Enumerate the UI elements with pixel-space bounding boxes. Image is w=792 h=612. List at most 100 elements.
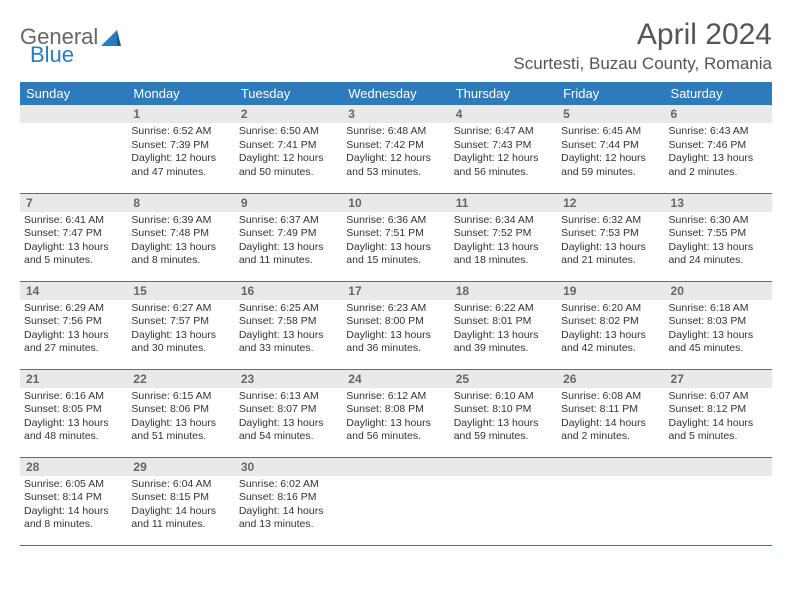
sunset-text: Sunset: 8:08 PM — [346, 403, 445, 417]
sunset-text: Sunset: 7:51 PM — [346, 227, 445, 241]
sunset-text: Sunset: 7:41 PM — [239, 139, 338, 153]
day-details: Sunrise: 6:45 AMSunset: 7:44 PMDaylight:… — [557, 123, 664, 184]
sunset-text: Sunset: 8:15 PM — [131, 491, 230, 505]
daylight-text: Daylight: 14 hours and 8 minutes. — [24, 505, 123, 532]
weekday-header-row: Sunday Monday Tuesday Wednesday Thursday… — [20, 82, 772, 105]
calendar-day-cell: 3Sunrise: 6:48 AMSunset: 7:42 PMDaylight… — [342, 105, 449, 193]
sunset-text: Sunset: 8:11 PM — [561, 403, 660, 417]
day-number: 21 — [20, 370, 127, 388]
day-number: 15 — [127, 282, 234, 300]
daylight-text: Daylight: 13 hours and 54 minutes. — [239, 417, 338, 444]
sunset-text: Sunset: 7:48 PM — [131, 227, 230, 241]
day-number: 30 — [235, 458, 342, 476]
calendar-day-cell: 17Sunrise: 6:23 AMSunset: 8:00 PMDayligh… — [342, 281, 449, 369]
calendar-day-cell: 12Sunrise: 6:32 AMSunset: 7:53 PMDayligh… — [557, 193, 664, 281]
sunset-text: Sunset: 8:10 PM — [454, 403, 553, 417]
day-details: Sunrise: 6:32 AMSunset: 7:53 PMDaylight:… — [557, 212, 664, 273]
day-number — [20, 105, 127, 123]
calendar-day-cell: 22Sunrise: 6:15 AMSunset: 8:06 PMDayligh… — [127, 369, 234, 457]
weekday-header: Saturday — [665, 82, 772, 105]
calendar-day-cell — [450, 457, 557, 545]
calendar-day-cell: 13Sunrise: 6:30 AMSunset: 7:55 PMDayligh… — [665, 193, 772, 281]
sunset-text: Sunset: 7:49 PM — [239, 227, 338, 241]
calendar-day-cell: 19Sunrise: 6:20 AMSunset: 8:02 PMDayligh… — [557, 281, 664, 369]
day-details: Sunrise: 6:02 AMSunset: 8:16 PMDaylight:… — [235, 476, 342, 537]
calendar-day-cell: 24Sunrise: 6:12 AMSunset: 8:08 PMDayligh… — [342, 369, 449, 457]
sunset-text: Sunset: 8:06 PM — [131, 403, 230, 417]
day-number: 24 — [342, 370, 449, 388]
day-number: 14 — [20, 282, 127, 300]
day-details: Sunrise: 6:23 AMSunset: 8:00 PMDaylight:… — [342, 300, 449, 361]
day-details: Sunrise: 6:48 AMSunset: 7:42 PMDaylight:… — [342, 123, 449, 184]
day-details: Sunrise: 6:47 AMSunset: 7:43 PMDaylight:… — [450, 123, 557, 184]
day-details: Sunrise: 6:22 AMSunset: 8:01 PMDaylight:… — [450, 300, 557, 361]
day-number: 26 — [557, 370, 664, 388]
day-details: Sunrise: 6:41 AMSunset: 7:47 PMDaylight:… — [20, 212, 127, 273]
day-details: Sunrise: 6:52 AMSunset: 7:39 PMDaylight:… — [127, 123, 234, 184]
weekday-header: Sunday — [20, 82, 127, 105]
day-details: Sunrise: 6:20 AMSunset: 8:02 PMDaylight:… — [557, 300, 664, 361]
sunset-text: Sunset: 7:39 PM — [131, 139, 230, 153]
daylight-text: Daylight: 13 hours and 30 minutes. — [131, 329, 230, 356]
brand-part2: Blue — [30, 42, 74, 68]
day-details: Sunrise: 6:43 AMSunset: 7:46 PMDaylight:… — [665, 123, 772, 184]
daylight-text: Daylight: 13 hours and 18 minutes. — [454, 241, 553, 268]
day-details: Sunrise: 6:36 AMSunset: 7:51 PMDaylight:… — [342, 212, 449, 273]
sunrise-text: Sunrise: 6:32 AM — [561, 214, 660, 228]
sunset-text: Sunset: 8:07 PM — [239, 403, 338, 417]
day-number: 18 — [450, 282, 557, 300]
sunrise-text: Sunrise: 6:34 AM — [454, 214, 553, 228]
calendar-day-cell: 2Sunrise: 6:50 AMSunset: 7:41 PMDaylight… — [235, 105, 342, 193]
calendar-week-row: 7Sunrise: 6:41 AMSunset: 7:47 PMDaylight… — [20, 193, 772, 281]
daylight-text: Daylight: 12 hours and 56 minutes. — [454, 152, 553, 179]
sunrise-text: Sunrise: 6:39 AM — [131, 214, 230, 228]
day-number: 5 — [557, 105, 664, 123]
daylight-text: Daylight: 13 hours and 2 minutes. — [669, 152, 768, 179]
sunrise-text: Sunrise: 6:16 AM — [24, 390, 123, 404]
sunset-text: Sunset: 8:03 PM — [669, 315, 768, 329]
location: Scurtesti, Buzau County, Romania — [513, 54, 772, 74]
sunset-text: Sunset: 8:05 PM — [24, 403, 123, 417]
daylight-text: Daylight: 13 hours and 24 minutes. — [669, 241, 768, 268]
logo-sail-icon — [101, 28, 121, 46]
day-number: 28 — [20, 458, 127, 476]
day-number: 19 — [557, 282, 664, 300]
calendar-week-row: 28Sunrise: 6:05 AMSunset: 8:14 PMDayligh… — [20, 457, 772, 545]
day-details: Sunrise: 6:12 AMSunset: 8:08 PMDaylight:… — [342, 388, 449, 449]
calendar-day-cell: 9Sunrise: 6:37 AMSunset: 7:49 PMDaylight… — [235, 193, 342, 281]
calendar-day-cell — [557, 457, 664, 545]
calendar-week-row: 1Sunrise: 6:52 AMSunset: 7:39 PMDaylight… — [20, 105, 772, 193]
sunrise-text: Sunrise: 6:36 AM — [346, 214, 445, 228]
weekday-header: Wednesday — [342, 82, 449, 105]
daylight-text: Daylight: 12 hours and 50 minutes. — [239, 152, 338, 179]
daylight-text: Daylight: 14 hours and 5 minutes. — [669, 417, 768, 444]
day-number — [342, 458, 449, 476]
day-number: 16 — [235, 282, 342, 300]
sunset-text: Sunset: 7:53 PM — [561, 227, 660, 241]
day-number: 23 — [235, 370, 342, 388]
daylight-text: Daylight: 13 hours and 51 minutes. — [131, 417, 230, 444]
calendar-day-cell: 21Sunrise: 6:16 AMSunset: 8:05 PMDayligh… — [20, 369, 127, 457]
sunset-text: Sunset: 7:42 PM — [346, 139, 445, 153]
sunrise-text: Sunrise: 6:41 AM — [24, 214, 123, 228]
daylight-text: Daylight: 13 hours and 42 minutes. — [561, 329, 660, 356]
day-number: 2 — [235, 105, 342, 123]
calendar-day-cell: 20Sunrise: 6:18 AMSunset: 8:03 PMDayligh… — [665, 281, 772, 369]
day-details: Sunrise: 6:05 AMSunset: 8:14 PMDaylight:… — [20, 476, 127, 537]
calendar-day-cell: 10Sunrise: 6:36 AMSunset: 7:51 PMDayligh… — [342, 193, 449, 281]
sunset-text: Sunset: 8:14 PM — [24, 491, 123, 505]
day-number: 1 — [127, 105, 234, 123]
calendar-day-cell — [342, 457, 449, 545]
sunrise-text: Sunrise: 6:04 AM — [131, 478, 230, 492]
day-details: Sunrise: 6:15 AMSunset: 8:06 PMDaylight:… — [127, 388, 234, 449]
sunrise-text: Sunrise: 6:25 AM — [239, 302, 338, 316]
day-number — [450, 458, 557, 476]
sunrise-text: Sunrise: 6:15 AM — [131, 390, 230, 404]
daylight-text: Daylight: 13 hours and 21 minutes. — [561, 241, 660, 268]
day-details: Sunrise: 6:29 AMSunset: 7:56 PMDaylight:… — [20, 300, 127, 361]
sunset-text: Sunset: 7:44 PM — [561, 139, 660, 153]
day-number: 3 — [342, 105, 449, 123]
sunset-text: Sunset: 8:16 PM — [239, 491, 338, 505]
sunrise-text: Sunrise: 6:43 AM — [669, 125, 768, 139]
calendar-day-cell: 15Sunrise: 6:27 AMSunset: 7:57 PMDayligh… — [127, 281, 234, 369]
